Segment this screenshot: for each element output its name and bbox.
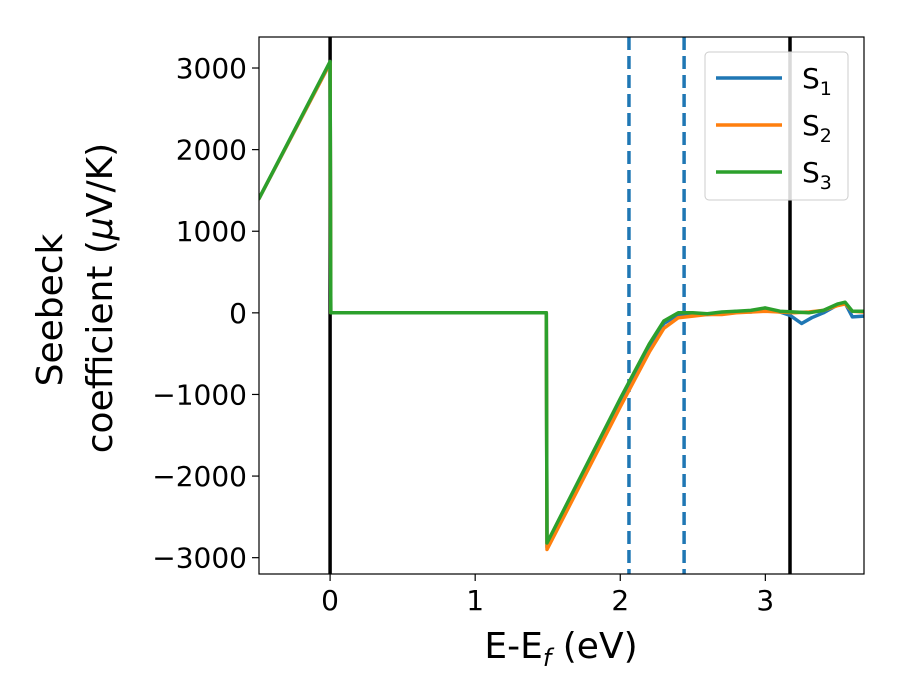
y-tick-label: −1000 [152, 378, 247, 411]
x-axis-label: E-Ef (eV) [484, 626, 637, 672]
legend-label-3: S3 [802, 156, 832, 194]
y-axis-label-mu: μ [80, 217, 121, 241]
x-tick-label: 3 [756, 584, 774, 617]
series-lines [259, 59, 864, 552]
plot-frame [258, 36, 865, 575]
legend: S1 S2 S3 [704, 51, 849, 201]
legend-label-1: S1 [802, 62, 832, 100]
series-line-3 [259, 59, 864, 545]
legend-label-2: S2 [802, 109, 832, 147]
x-axis-label-unit: (eV) [551, 626, 637, 667]
y-tick-label: −2000 [152, 460, 247, 493]
y-tick-label: 1000 [176, 215, 247, 248]
y-axis-label-line2: coefficient (μV/K) [80, 143, 121, 453]
y-tick-label: −3000 [152, 542, 247, 575]
x-tick-label: 2 [611, 584, 629, 617]
x-axis-label-main: E-E [484, 626, 542, 667]
y-tick-label: 0 [229, 297, 247, 330]
y-tick-label: 2000 [176, 134, 247, 167]
x-tick-label: 0 [321, 584, 339, 617]
y-axis-label-prefix: coefficient ( [80, 240, 121, 453]
y-axis-label-suffix: V/K) [80, 143, 121, 217]
x-axis: 0 1 2 3 [321, 574, 774, 617]
y-axis: 3000 2000 1000 0 −1000 −2000 −3000 [152, 52, 259, 575]
y-axis-label: Seebeck coefficient (μV/K) [30, 143, 121, 453]
y-axis-label-line1: Seebeck [30, 233, 71, 386]
x-tick-label: 1 [466, 584, 484, 617]
y-tick-label: 3000 [176, 52, 247, 85]
